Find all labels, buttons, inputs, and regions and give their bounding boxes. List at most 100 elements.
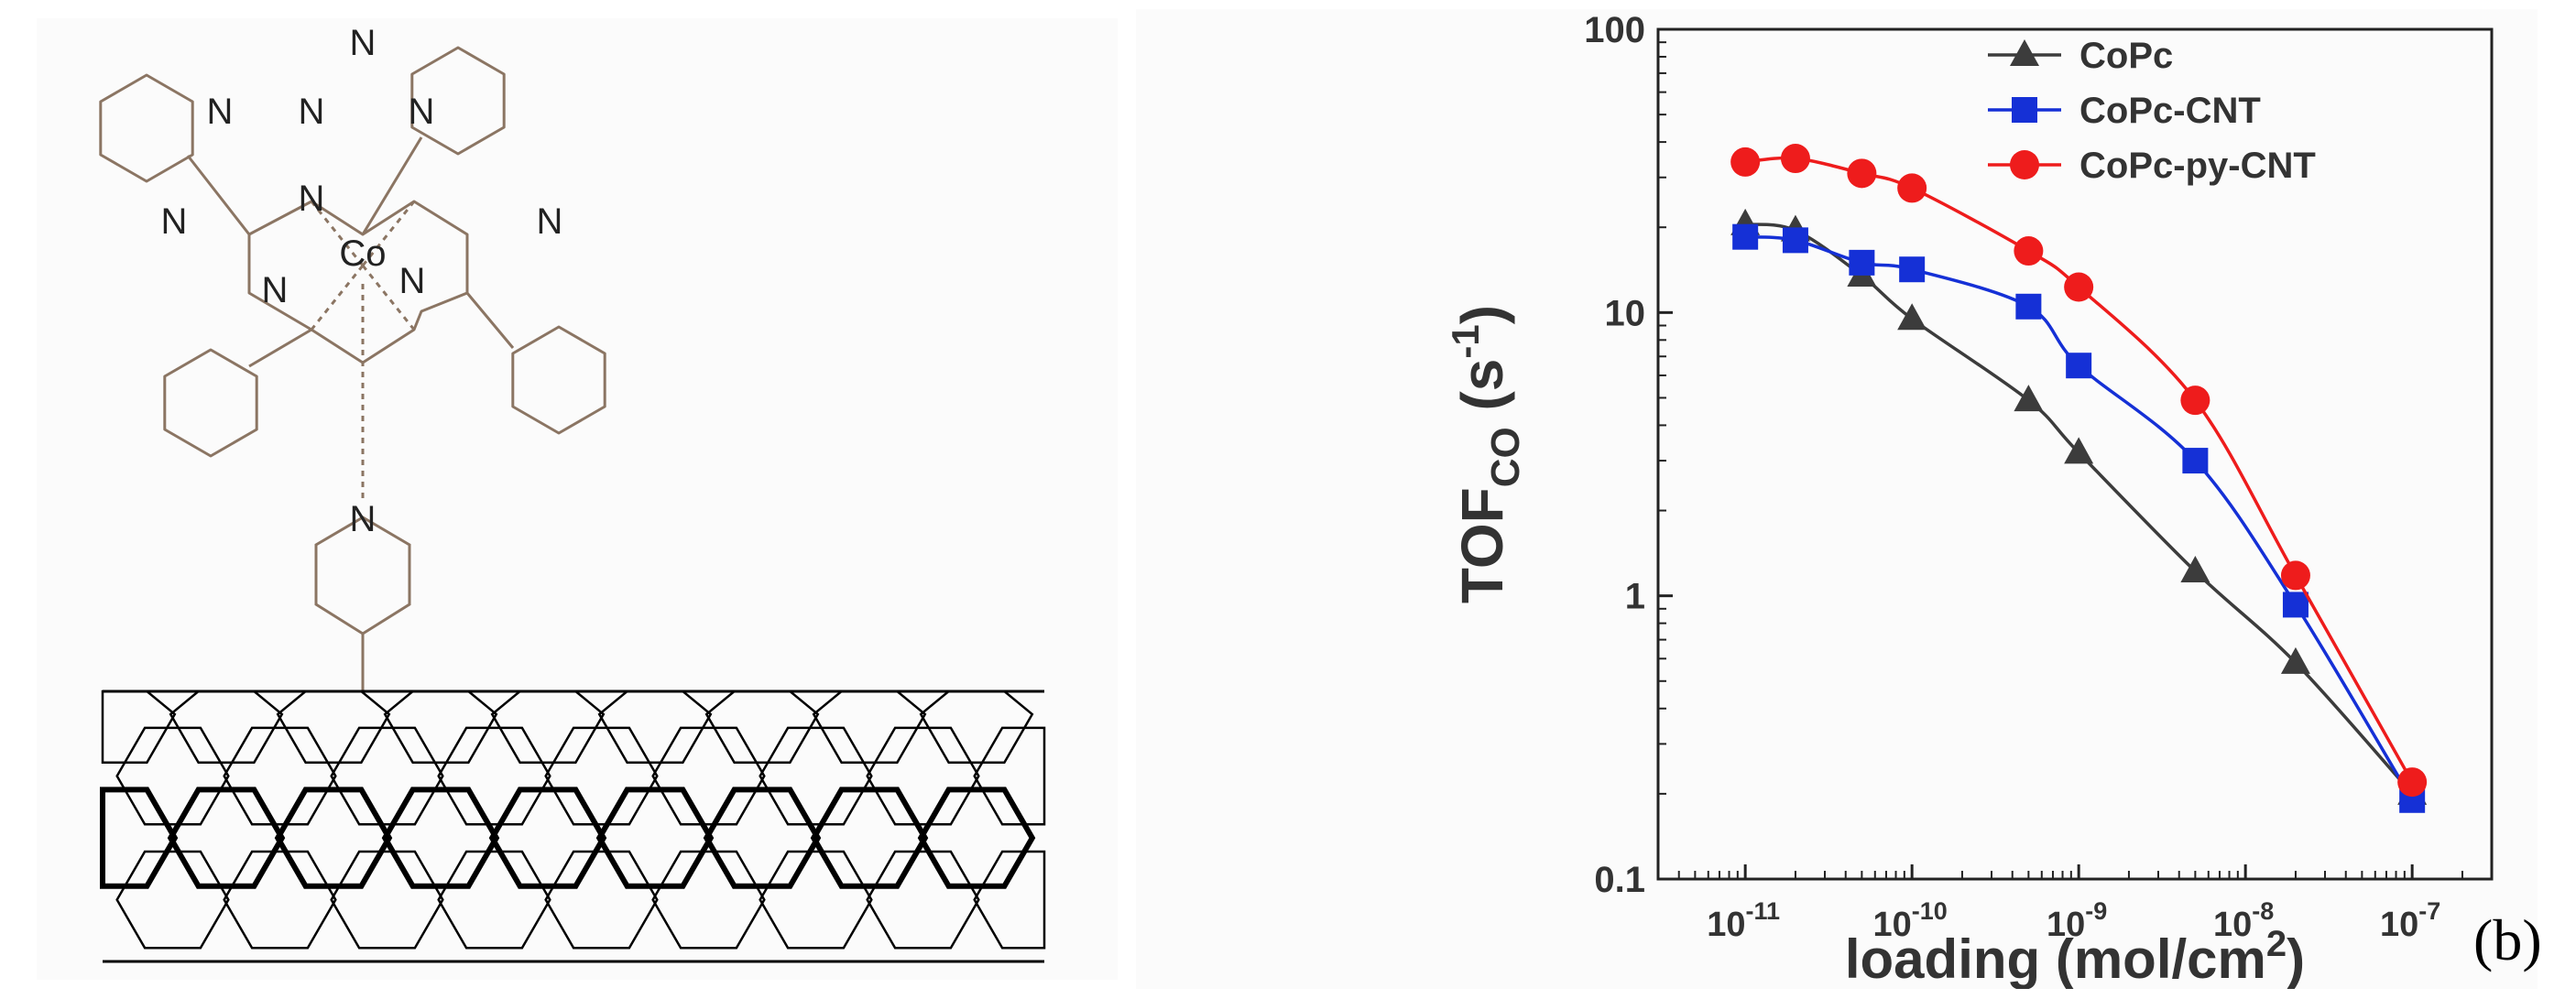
atom-label: N: [207, 92, 234, 132]
atom-label: N: [409, 92, 435, 132]
data-point: [2064, 272, 2094, 302]
hexagon-cell: [759, 726, 873, 826]
bond: [186, 155, 251, 235]
data-point: [2015, 293, 2042, 320]
hexagon-cell: [115, 850, 230, 950]
hexagon-cell: [866, 726, 980, 826]
data-point: [2182, 448, 2209, 474]
hexagon-cell: [544, 726, 659, 826]
benzo-ring-bottom-right: [511, 325, 606, 435]
hexagon-cell: [437, 726, 551, 826]
molecule-structure-panel: N N N N N N N N N Co N: [37, 18, 1118, 980]
data-point: [2282, 592, 2309, 618]
atom-label: N: [350, 499, 377, 539]
plot-frame: [1656, 27, 2494, 881]
hexagon-cell: [651, 850, 766, 950]
hexagon-cell: [100, 787, 179, 889]
hexagon-cell: [866, 850, 980, 950]
carbon-nanotube: [100, 690, 1046, 963]
hexagon-cell: [488, 787, 607, 889]
x-tick-label: 10-11: [1707, 897, 1780, 944]
data-point: [1897, 173, 1927, 203]
data-point: [1897, 303, 1927, 331]
cobalt-phthalocyanine: [99, 46, 606, 499]
series-line: [1745, 234, 2414, 801]
data-point: [2397, 767, 2428, 798]
hexagon-cell: [169, 690, 284, 764]
tof-chart-panel: 0.1 1 10 100 10-11 10-10 10-9 10-8 10-7 loading (…: [1136, 9, 2538, 989]
x-axis-label: loading (mol/cm2): [1845, 924, 2305, 989]
hexagon-cell: [759, 850, 873, 950]
coordination-bond: [310, 201, 365, 266]
hexagon-cell: [597, 690, 713, 764]
coordination-bond: [361, 201, 416, 266]
hexagon-cell: [704, 690, 820, 764]
data-point: [1849, 249, 1875, 276]
legend-marker: [2012, 97, 2037, 123]
hexagon-cell: [595, 787, 715, 889]
series-copc-cnt: [1732, 223, 2426, 813]
atom-label: N: [537, 201, 563, 242]
bond: [248, 328, 312, 368]
hexagon-cell: [544, 850, 659, 950]
benzo-ring-top-right: [410, 46, 506, 156]
data-point: [1847, 158, 1877, 189]
legend-marker: [2010, 150, 2039, 179]
tof-loading-chart: 0.1 1 10 100 10-11 10-10 10-9 10-8 10-7 loading (…: [1444, 10, 2494, 989]
data-point: [1730, 147, 1761, 177]
hexagon-cell: [223, 850, 337, 950]
legend-label: CoPc-CNT: [2079, 91, 2261, 131]
hexagon-cell: [437, 850, 551, 950]
hexagon-cell: [703, 787, 822, 889]
hexagon-cell: [973, 850, 1046, 950]
data-point: [1732, 223, 1759, 250]
pyridine-ring: [314, 516, 411, 691]
hexagon-cell: [330, 726, 444, 826]
series-copc-py-cnt: [1730, 144, 2428, 798]
hexagon-cell: [101, 690, 177, 764]
data-point: [1780, 144, 1810, 174]
data-point: [1899, 256, 1926, 283]
atom-label: N: [350, 23, 377, 63]
hexagon-cell: [917, 787, 1036, 889]
atom-label: N: [299, 179, 325, 219]
hexagon-cell: [973, 726, 1046, 826]
legend-marker: [2010, 39, 2039, 66]
atom-label: Co: [339, 233, 386, 274]
data-point: [2180, 555, 2210, 582]
bond: [465, 292, 515, 349]
data-point: [2014, 236, 2044, 266]
x-tick-label: 10-8: [2213, 897, 2274, 944]
data-point: [2280, 646, 2310, 674]
hexagon-cell: [381, 787, 500, 889]
y-axis-label: TOFCO (s-1): [1444, 305, 1528, 603]
y-tick-label: 0.1: [1594, 860, 1645, 900]
atom-label: N: [399, 261, 426, 301]
macrocycle: [247, 200, 469, 364]
hexagon-cell: [276, 690, 391, 764]
hexagon-cell: [919, 690, 1034, 764]
y-tick-label: 1: [1625, 577, 1645, 617]
hexagon-cell: [812, 690, 927, 764]
x-tick-label: 10-9: [2047, 897, 2107, 944]
x-tick-label: 10-7: [2380, 897, 2440, 944]
data-point: [1782, 227, 1808, 254]
hexagon-cell: [330, 850, 444, 950]
hexagon-cell: [810, 787, 929, 889]
series-line: [1744, 223, 2414, 796]
legend-label: CoPc: [2079, 36, 2173, 76]
hexagon-cell: [651, 726, 766, 826]
benzo-ring-bottom-left: [163, 348, 258, 458]
data-point: [2014, 385, 2044, 412]
x-tick-label: 10-10: [1873, 897, 1948, 944]
panel-label: (b): [2473, 907, 2542, 972]
hexagon-cell: [274, 787, 393, 889]
y-tick-label: 100: [1584, 10, 1645, 50]
data-point: [2066, 353, 2092, 379]
hexagon-cell: [223, 726, 337, 826]
atom-label: N: [299, 92, 325, 132]
bond: [361, 136, 423, 235]
data-point: [2280, 560, 2310, 591]
